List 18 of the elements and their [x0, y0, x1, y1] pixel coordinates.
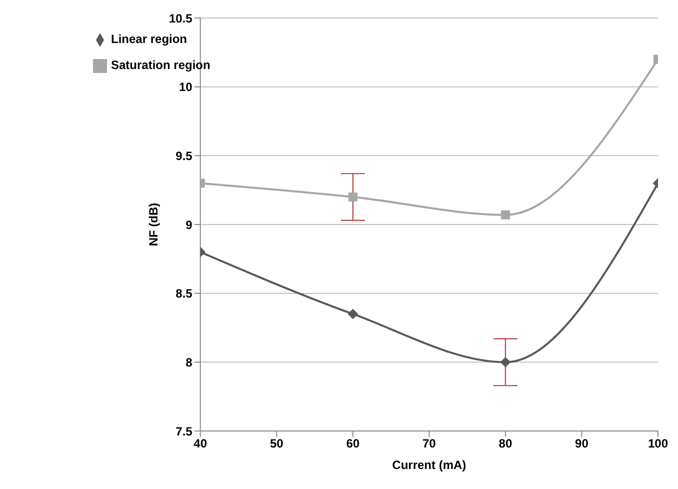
- y-tick-label: 8.5: [176, 286, 193, 301]
- x-tick-label: 90: [575, 436, 589, 451]
- y-tick-label: 10.5: [168, 11, 193, 26]
- x-tick-label: 100: [648, 436, 668, 451]
- y-tick-label: 8: [186, 355, 193, 370]
- x-tick-label: 70: [422, 436, 436, 451]
- x-tick-label: 50: [270, 436, 284, 451]
- y-tick-label: 9.5: [176, 148, 193, 163]
- legend-label: Linear region: [111, 32, 188, 46]
- y-tick-label: 10: [178, 80, 193, 94]
- y-axis-title: NF (dB): [146, 202, 161, 246]
- y-tick-label: 9: [186, 218, 193, 232]
- y-tick-label: 7.5: [176, 424, 193, 438]
- x-tick-label: 80: [498, 436, 512, 451]
- x-axis-title: Current (mA): [392, 458, 466, 472]
- x-tick-label: 60: [346, 436, 360, 451]
- legend-label: Saturation region: [111, 58, 210, 72]
- x-tick-label: 40: [194, 436, 208, 451]
